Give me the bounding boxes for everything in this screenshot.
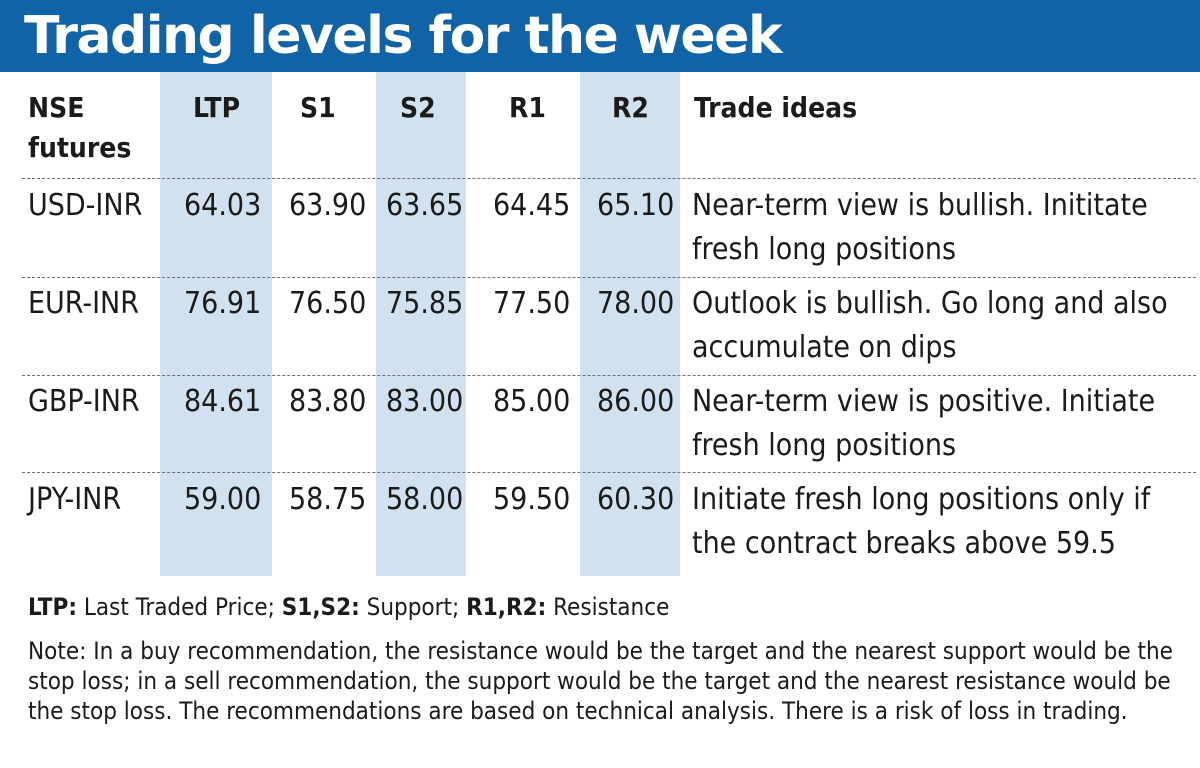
row-usd-idea: Near-term view is bullish. Inititate fre… <box>692 188 1148 267</box>
row-jpy-r1: 59.50 <box>493 482 571 517</box>
header-pair-line2: futures <box>28 131 132 164</box>
row-eur-s2: 75.85 <box>386 286 464 321</box>
title-bar: Trading levels for the week <box>0 0 1200 72</box>
s2-column-band <box>376 72 466 576</box>
row-gbp-idea: Near-term view is positive. Initiate fre… <box>692 384 1156 463</box>
legend-resistance-text: Resistance <box>546 593 670 621</box>
legend: LTP: Last Traded Price; S1,S2: Support; … <box>28 592 1178 622</box>
row-usd-r2: 65.10 <box>597 188 675 223</box>
legend-ltp-key: LTP: <box>28 593 77 621</box>
row-usd-s2: 63.65 <box>386 188 464 223</box>
row-usd-r1: 64.45 <box>493 188 571 223</box>
row-gbp-ltp: 84.61 <box>184 384 262 419</box>
row-eur-r1: 77.50 <box>493 286 571 321</box>
header-ltp: LTP <box>193 91 241 124</box>
row-divider <box>22 178 1196 179</box>
header-pair: NSE futures <box>28 88 131 168</box>
ltp-column-band <box>160 72 272 576</box>
row-divider <box>22 472 1196 473</box>
row-usd-pair: USD-INR <box>28 188 143 223</box>
row-eur-idea: Outlook is bullish. Go long and also acc… <box>692 286 1168 365</box>
row-eur-s1: 76.50 <box>289 286 367 321</box>
header-s2: S2 <box>400 91 436 124</box>
row-jpy-idea: Initiate fresh long positions only if th… <box>692 482 1151 561</box>
row-divider <box>22 277 1196 278</box>
header-r2: R2 <box>612 91 649 124</box>
row-gbp-s2: 83.00 <box>386 384 464 419</box>
row-jpy-pair: JPY-INR <box>28 482 122 517</box>
row-jpy-ltp: 59.00 <box>184 482 262 517</box>
row-gbp-r1: 85.00 <box>493 384 571 419</box>
row-divider <box>22 375 1196 376</box>
legend-support-key: S1,S2: <box>281 593 360 621</box>
row-usd-ltp: 64.03 <box>184 188 262 223</box>
header-pair-line1: NSE <box>28 91 85 124</box>
row-gbp-r2: 86.00 <box>597 384 675 419</box>
row-usd-s1: 63.90 <box>289 188 367 223</box>
r2-column-band <box>580 72 680 576</box>
row-jpy-r2: 60.30 <box>597 482 675 517</box>
row-jpy-s2: 58.00 <box>386 482 464 517</box>
header-s1: S1 <box>300 91 336 124</box>
row-gbp-pair: GBP-INR <box>28 384 140 419</box>
header-trade-ideas: Trade ideas <box>694 91 858 124</box>
legend-ltp-text: Last Traded Price; <box>76 593 282 621</box>
row-gbp-s1: 83.80 <box>289 384 367 419</box>
row-eur-pair: EUR-INR <box>28 286 139 321</box>
page-title: Trading levels for the week <box>24 6 783 66</box>
legend-resistance-key: R1,R2: <box>466 593 547 621</box>
row-eur-ltp: 76.91 <box>184 286 262 321</box>
legend-support-text: Support; <box>359 593 467 621</box>
disclaimer-note: Note: In a buy recommendation, the resis… <box>28 637 1173 725</box>
header-r1: R1 <box>509 91 546 124</box>
row-jpy-s1: 58.75 <box>289 482 367 517</box>
row-eur-r2: 78.00 <box>597 286 675 321</box>
